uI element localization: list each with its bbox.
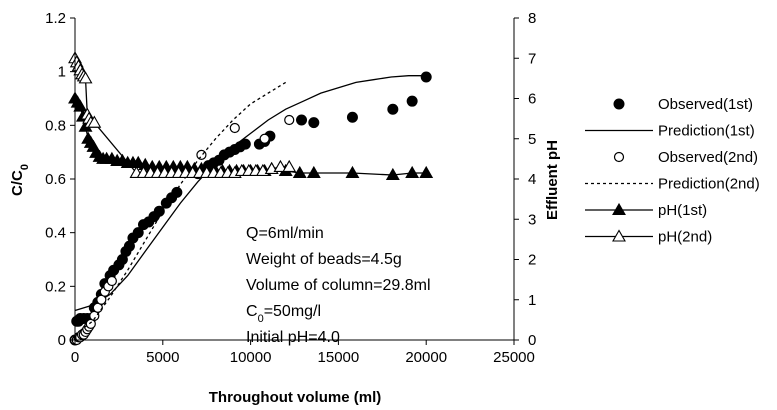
legend: Observed(1st) Prediction(1st) Observed(2nd… — [585, 96, 760, 246]
data-point — [284, 114, 295, 126]
legend-label: pH(1st) — [658, 202, 707, 219]
x-tick-label: 0 — [71, 349, 79, 366]
y-right-tick-label: 0 — [528, 332, 536, 349]
x-tick-label: 10000 — [230, 349, 272, 366]
data-point — [87, 115, 102, 128]
series-ph-2nd — [68, 51, 297, 179]
data-point — [78, 71, 93, 84]
data-point — [131, 155, 146, 168]
y-right-tick-label: 1 — [528, 292, 536, 309]
y-right-tick-label: 6 — [528, 91, 536, 108]
y-right-tick-label: 4 — [528, 171, 536, 188]
x-tick-label: 25000 — [493, 349, 535, 366]
legend-entry: Observed(2nd) — [613, 149, 758, 166]
y-left-tick-label: 0 — [58, 332, 66, 349]
y-right-axis-title: Effluent pH — [544, 140, 561, 220]
data-point — [132, 227, 144, 239]
data-point — [239, 138, 251, 150]
data-point — [405, 165, 420, 179]
plot-area — [75, 18, 514, 340]
legend-entry: Observed(1st) — [613, 96, 753, 113]
data-point — [345, 165, 360, 179]
data-point — [346, 111, 358, 123]
data-point — [420, 71, 432, 83]
data-point — [106, 275, 117, 287]
y-right-tick-label: 8 — [528, 10, 536, 27]
axes-layer: 0 5000 10000 15000 20000 2500000.20.40.60.811… — [45, 10, 536, 366]
data-point — [296, 114, 308, 126]
plot-background — [75, 18, 514, 340]
annotation-block: Q=6ml/min Weight of beads=4.5g Volume of… — [246, 225, 431, 346]
legend-label: Observed(1st) — [658, 96, 753, 113]
data-point — [419, 165, 434, 179]
legend-label: Prediction(1st) — [658, 123, 755, 140]
series-prediction-1st — [74, 75, 427, 312]
data-point — [73, 99, 88, 112]
data-point — [229, 122, 240, 134]
data-point — [308, 117, 320, 129]
y-left-tick-label: 0.8 — [45, 117, 66, 134]
y-right-tick-label: 5 — [528, 131, 536, 148]
y-right-tick-label: 3 — [528, 211, 536, 228]
y-left-tick-label: 1.2 — [45, 10, 66, 27]
legend-label: pH(2nd) — [658, 229, 712, 246]
y-left-axis-title: C/C0 — [9, 164, 31, 196]
data-point — [292, 165, 307, 179]
legend-entry: pH(2nd) — [585, 229, 712, 246]
series-observed-1st — [69, 71, 432, 346]
y-right-tick-label: 7 — [528, 50, 536, 67]
legend-label: Prediction(2nd) — [658, 176, 760, 193]
annotation-initial-concentration: C0=50mg/l — [246, 303, 321, 325]
legend-entry: pH(1st) — [585, 202, 707, 219]
data-point — [282, 159, 297, 172]
y-right-tick-label: 2 — [528, 252, 536, 269]
legend-marker — [613, 151, 625, 163]
y-left-tick-label: 0.6 — [45, 171, 66, 188]
annotation-column-volume: Volume of column=29.8ml — [246, 277, 431, 294]
y-left-tick-label: 1 — [58, 64, 66, 81]
x-tick-label: 20000 — [405, 349, 447, 366]
data-point — [196, 149, 207, 160]
data-point — [259, 133, 270, 144]
legend-marker — [613, 98, 625, 110]
data-point — [273, 159, 288, 172]
x-tick-label: 5000 — [146, 349, 179, 366]
data-point — [385, 167, 400, 181]
data-point — [387, 103, 399, 115]
data-point — [171, 186, 183, 198]
data-point — [306, 165, 321, 179]
annotation-initial-ph: Initial pH=4.0 — [246, 329, 340, 346]
legend-marker — [612, 229, 626, 242]
annotation-bead-weight: Weight of beads=4.5g — [246, 251, 402, 268]
legend-label: Observed(2nd) — [658, 149, 758, 166]
annotation-flow-rate: Q=6ml/min — [246, 225, 324, 242]
legend-entry: Prediction(1st) — [585, 123, 755, 140]
series-line — [74, 75, 427, 312]
x-axis-title: Throughout volume (ml) — [209, 389, 381, 406]
y-left-tick-label: 0.4 — [45, 225, 66, 242]
data-point — [406, 95, 418, 107]
legend-marker — [612, 202, 626, 216]
legend-entry: Prediction(2nd) — [585, 176, 760, 193]
y-left-tick-label: 0.2 — [45, 278, 66, 295]
series-layer — [68, 51, 434, 346]
x-tick-label: 15000 — [318, 349, 360, 366]
